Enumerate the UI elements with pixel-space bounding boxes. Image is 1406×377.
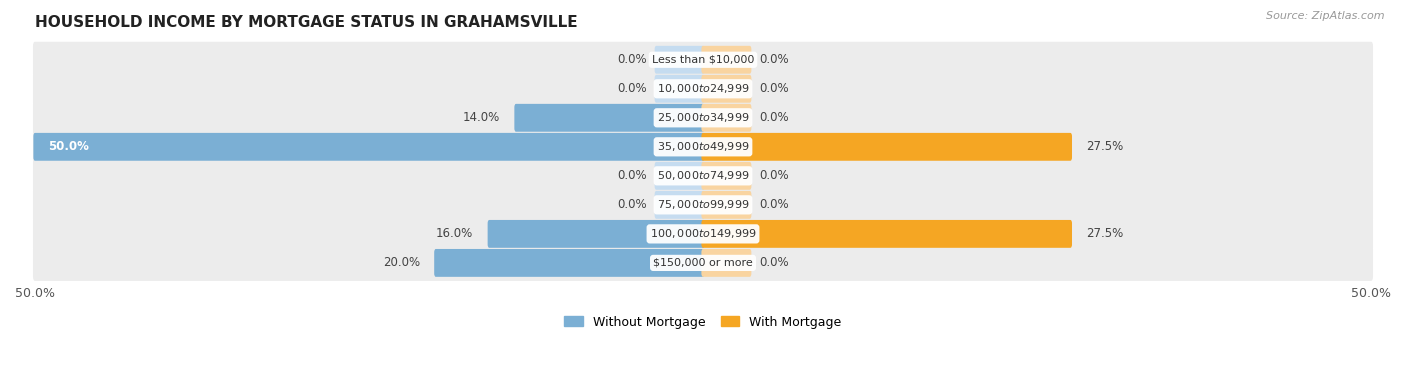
FancyBboxPatch shape	[702, 133, 1071, 161]
FancyBboxPatch shape	[515, 104, 704, 132]
FancyBboxPatch shape	[655, 162, 704, 190]
Text: $150,000 or more: $150,000 or more	[654, 258, 752, 268]
Text: $75,000 to $99,999: $75,000 to $99,999	[657, 198, 749, 211]
FancyBboxPatch shape	[34, 133, 704, 161]
Text: 27.5%: 27.5%	[1087, 227, 1123, 241]
FancyBboxPatch shape	[655, 46, 704, 74]
FancyBboxPatch shape	[434, 249, 704, 277]
Text: Less than $10,000: Less than $10,000	[652, 55, 754, 65]
Text: 0.0%: 0.0%	[617, 198, 647, 211]
Text: 16.0%: 16.0%	[436, 227, 474, 241]
FancyBboxPatch shape	[488, 220, 704, 248]
FancyBboxPatch shape	[655, 191, 704, 219]
Text: $100,000 to $149,999: $100,000 to $149,999	[650, 227, 756, 241]
FancyBboxPatch shape	[32, 129, 1374, 165]
Text: 0.0%: 0.0%	[759, 198, 789, 211]
FancyBboxPatch shape	[702, 191, 751, 219]
Legend: Without Mortgage, With Mortgage: Without Mortgage, With Mortgage	[564, 316, 842, 328]
Text: 0.0%: 0.0%	[759, 169, 789, 182]
Text: Source: ZipAtlas.com: Source: ZipAtlas.com	[1267, 11, 1385, 21]
FancyBboxPatch shape	[32, 71, 1374, 107]
FancyBboxPatch shape	[32, 216, 1374, 252]
FancyBboxPatch shape	[702, 162, 751, 190]
Text: 0.0%: 0.0%	[617, 82, 647, 95]
Text: HOUSEHOLD INCOME BY MORTGAGE STATUS IN GRAHAMSVILLE: HOUSEHOLD INCOME BY MORTGAGE STATUS IN G…	[35, 15, 578, 30]
Text: 50.0%: 50.0%	[48, 140, 89, 153]
FancyBboxPatch shape	[655, 75, 704, 103]
Text: $25,000 to $34,999: $25,000 to $34,999	[657, 111, 749, 124]
FancyBboxPatch shape	[32, 42, 1374, 78]
Text: 0.0%: 0.0%	[759, 82, 789, 95]
Text: $10,000 to $24,999: $10,000 to $24,999	[657, 82, 749, 95]
Text: $50,000 to $74,999: $50,000 to $74,999	[657, 169, 749, 182]
Text: 0.0%: 0.0%	[759, 53, 789, 66]
Text: 0.0%: 0.0%	[759, 111, 789, 124]
FancyBboxPatch shape	[702, 104, 751, 132]
FancyBboxPatch shape	[702, 220, 1071, 248]
FancyBboxPatch shape	[702, 249, 751, 277]
Text: 0.0%: 0.0%	[617, 53, 647, 66]
Text: 27.5%: 27.5%	[1087, 140, 1123, 153]
Text: $35,000 to $49,999: $35,000 to $49,999	[657, 140, 749, 153]
FancyBboxPatch shape	[32, 187, 1374, 223]
FancyBboxPatch shape	[32, 158, 1374, 194]
FancyBboxPatch shape	[702, 46, 751, 74]
Text: 0.0%: 0.0%	[759, 256, 789, 270]
Text: 14.0%: 14.0%	[463, 111, 501, 124]
FancyBboxPatch shape	[702, 75, 751, 103]
FancyBboxPatch shape	[32, 100, 1374, 136]
Text: 0.0%: 0.0%	[617, 169, 647, 182]
Text: 20.0%: 20.0%	[382, 256, 420, 270]
FancyBboxPatch shape	[32, 245, 1374, 281]
